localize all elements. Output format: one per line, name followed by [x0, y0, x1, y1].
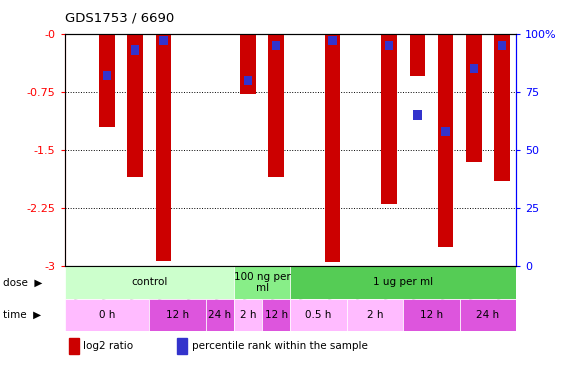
- Text: 2 h: 2 h: [240, 310, 256, 320]
- Text: 24 h: 24 h: [208, 310, 231, 320]
- Bar: [131, 45, 139, 55]
- Bar: [291, 298, 347, 331]
- Text: 0.5 h: 0.5 h: [305, 310, 332, 320]
- Text: control: control: [131, 278, 167, 287]
- Bar: [234, 266, 291, 298]
- Bar: [466, 34, 481, 162]
- Bar: [65, 266, 234, 298]
- Bar: [149, 298, 206, 331]
- Text: 12 h: 12 h: [265, 310, 288, 320]
- Bar: [381, 34, 397, 204]
- Bar: [347, 298, 403, 331]
- Bar: [127, 34, 143, 177]
- Bar: [99, 34, 114, 127]
- Bar: [159, 36, 168, 45]
- Text: 2 h: 2 h: [367, 310, 383, 320]
- Text: 12 h: 12 h: [420, 310, 443, 320]
- Bar: [269, 34, 284, 177]
- Bar: [403, 298, 459, 331]
- Bar: [413, 111, 422, 120]
- Text: 0 h: 0 h: [99, 310, 115, 320]
- Bar: [291, 266, 516, 298]
- Text: 1 ug per ml: 1 ug per ml: [373, 278, 433, 287]
- Bar: [438, 34, 453, 247]
- Bar: [177, 338, 187, 354]
- Bar: [206, 298, 234, 331]
- Text: 100 ng per
ml: 100 ng per ml: [234, 272, 291, 293]
- Bar: [234, 298, 262, 331]
- Text: time  ▶: time ▶: [3, 310, 41, 320]
- Text: 24 h: 24 h: [476, 310, 499, 320]
- Text: GDS1753 / 6690: GDS1753 / 6690: [65, 11, 174, 24]
- Bar: [410, 34, 425, 76]
- Text: dose  ▶: dose ▶: [3, 278, 42, 287]
- Text: log2 ratio: log2 ratio: [84, 341, 134, 351]
- Bar: [459, 298, 516, 331]
- Bar: [442, 127, 450, 136]
- Bar: [69, 338, 79, 354]
- Bar: [243, 76, 252, 85]
- Bar: [103, 71, 111, 80]
- Bar: [385, 41, 393, 50]
- Bar: [262, 298, 291, 331]
- Bar: [328, 36, 337, 45]
- Text: percentile rank within the sample: percentile rank within the sample: [192, 341, 368, 351]
- Bar: [155, 34, 171, 261]
- Bar: [65, 298, 149, 331]
- Bar: [272, 41, 280, 50]
- Bar: [498, 41, 506, 50]
- Bar: [325, 34, 341, 262]
- Bar: [494, 34, 510, 181]
- Bar: [240, 34, 256, 94]
- Text: 12 h: 12 h: [166, 310, 189, 320]
- Bar: [470, 64, 478, 73]
